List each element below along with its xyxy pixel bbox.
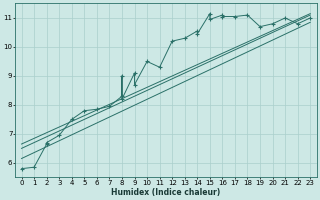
X-axis label: Humidex (Indice chaleur): Humidex (Indice chaleur) xyxy=(111,188,220,197)
